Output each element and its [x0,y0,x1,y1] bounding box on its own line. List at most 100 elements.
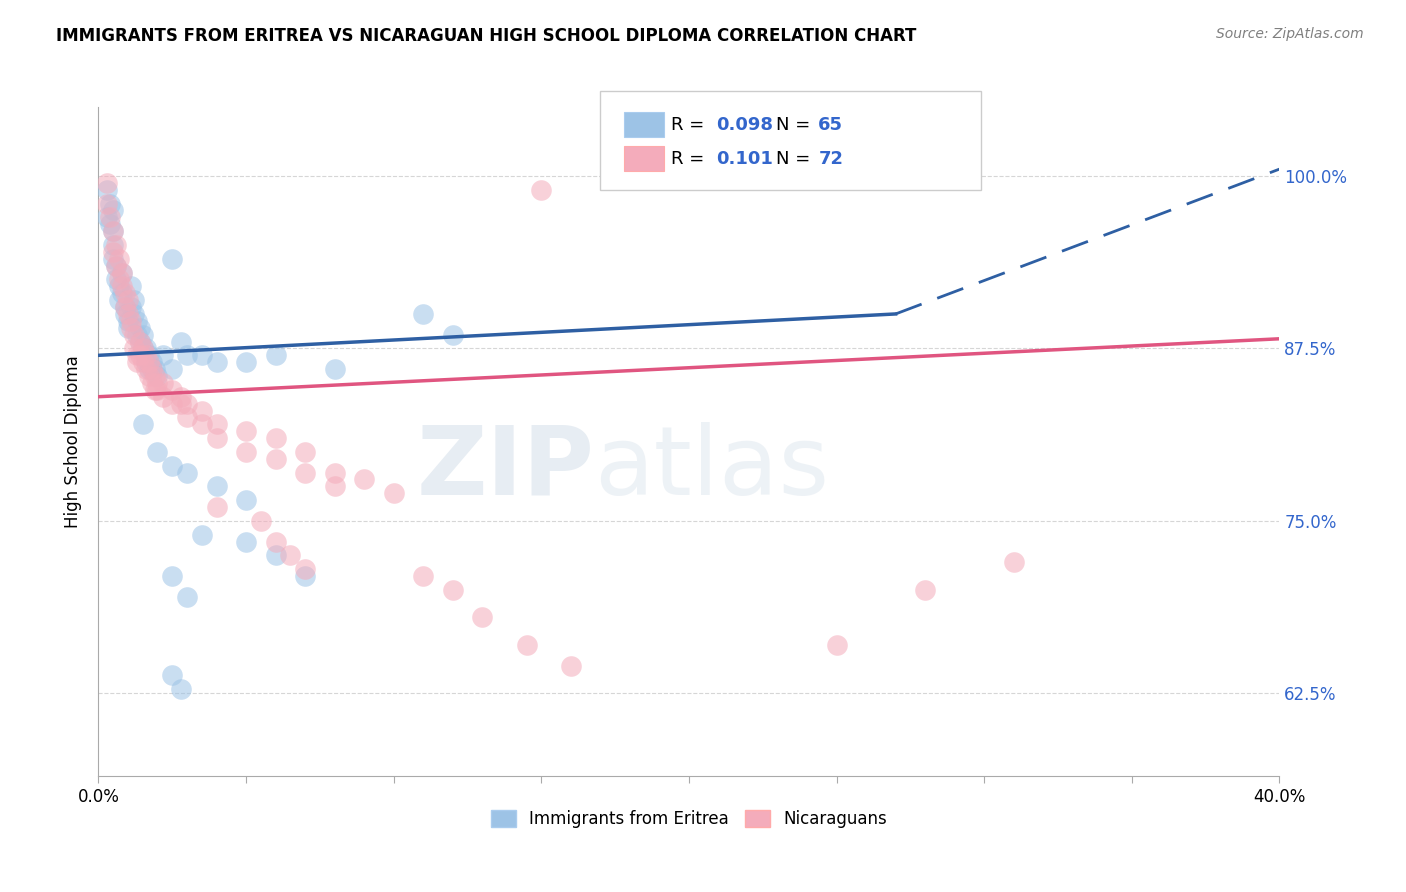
Point [111,279,134,293]
Point [141,362,163,376]
Point [294,562,316,576]
Text: 72: 72 [818,150,844,168]
Point [132,342,155,356]
Point [103,224,125,238]
Text: atlas: atlas [595,422,830,515]
Point [96,183,118,197]
Point [120,320,142,334]
Point [132,355,155,369]
Point [170,334,193,349]
Point [114,307,136,321]
Point [280,549,302,563]
Point [146,445,169,459]
Point [98,217,121,231]
Point [120,279,142,293]
Point [103,203,125,218]
Point [105,238,128,252]
Point [96,196,118,211]
Point [205,479,228,493]
Point [143,369,166,384]
Point [914,582,936,597]
Point [114,300,136,314]
Point [125,314,148,328]
Point [162,362,183,376]
Text: N =: N = [776,116,815,134]
Point [114,300,136,314]
Point [117,314,139,328]
Point [560,658,582,673]
Point [323,466,346,480]
Point [441,582,464,597]
Point [125,327,148,342]
Point [135,362,157,376]
Point [162,383,183,397]
Point [235,424,257,438]
Point [96,211,118,225]
Point [105,259,128,273]
Point [191,417,214,432]
Point [205,431,228,445]
Point [235,355,257,369]
Point [128,334,150,349]
Point [162,668,183,682]
Point [170,390,193,404]
Point [162,458,183,473]
Point [1002,555,1025,569]
Point [125,355,148,369]
Point [294,466,316,480]
Point [141,376,163,390]
Point [111,286,134,301]
Point [141,362,163,376]
Point [412,307,434,321]
Point [294,445,316,459]
Text: 0.098: 0.098 [716,116,773,134]
Point [103,252,125,266]
Point [264,451,287,466]
Point [250,514,273,528]
Point [128,334,150,349]
Point [176,590,198,604]
Point [471,610,494,624]
Point [146,376,169,390]
Point [205,500,228,514]
Point [353,473,375,487]
Point [141,355,163,369]
Point [152,390,174,404]
Point [264,348,287,362]
Text: R =: R = [671,116,710,134]
Point [516,638,538,652]
Point [162,569,183,583]
Point [111,266,134,280]
Point [103,244,125,259]
Point [108,252,131,266]
Point [264,534,287,549]
Point [162,252,183,266]
Point [176,348,198,362]
Point [138,369,160,384]
Point [143,362,166,376]
Point [143,383,166,397]
Point [146,369,169,384]
Point [96,176,118,190]
Point [264,431,287,445]
Text: R =: R = [671,150,710,168]
Point [105,259,128,273]
Point [122,293,145,307]
Point [235,493,257,508]
Point [120,314,142,328]
Point [98,196,121,211]
Point [162,396,183,410]
Point [205,417,228,432]
Point [191,403,214,417]
Point [98,211,121,225]
Point [176,466,198,480]
Point [105,272,128,286]
Text: N =: N = [776,150,815,168]
Point [170,682,193,697]
Text: Source: ZipAtlas.com: Source: ZipAtlas.com [1216,27,1364,41]
Point [135,348,157,362]
Point [235,445,257,459]
Point [122,327,145,342]
Point [117,320,139,334]
Point [264,549,287,563]
